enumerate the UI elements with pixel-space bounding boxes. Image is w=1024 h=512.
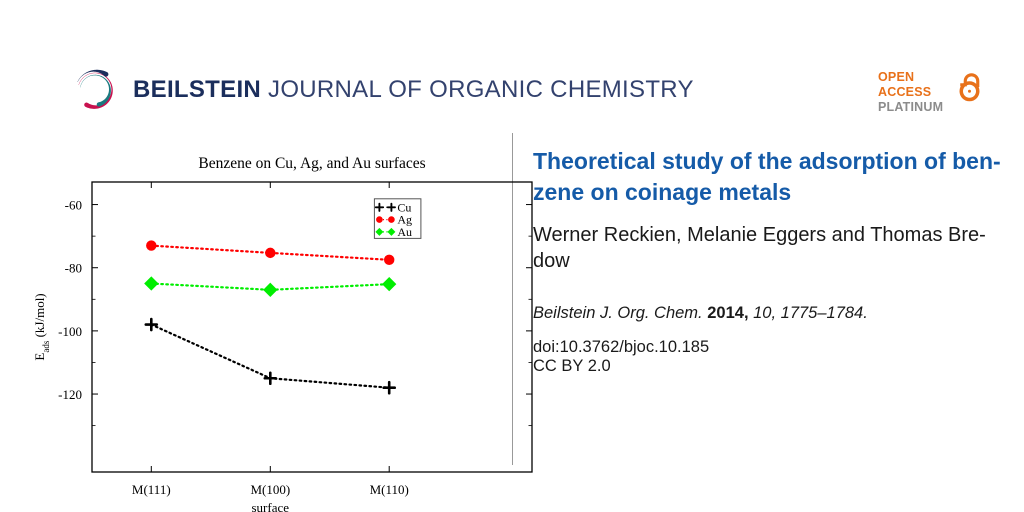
svg-text:-120: -120 <box>58 387 82 402</box>
svg-text:M(111): M(111) <box>132 482 171 497</box>
svg-text:-60: -60 <box>65 198 82 213</box>
svg-text:Eads (kJ/mol): Eads (kJ/mol) <box>32 294 51 361</box>
svg-text:Benzene on Cu, Ag, and Au surf: Benzene on Cu, Ag, and Au surfaces <box>198 155 425 172</box>
svg-text:Au: Au <box>397 225 412 239</box>
svg-text:-100: -100 <box>58 324 82 339</box>
svg-text:M(100): M(100) <box>250 482 290 497</box>
svg-text:surface: surface <box>251 500 289 512</box>
svg-text:M(110): M(110) <box>369 482 408 497</box>
svg-text:-80: -80 <box>65 261 82 276</box>
